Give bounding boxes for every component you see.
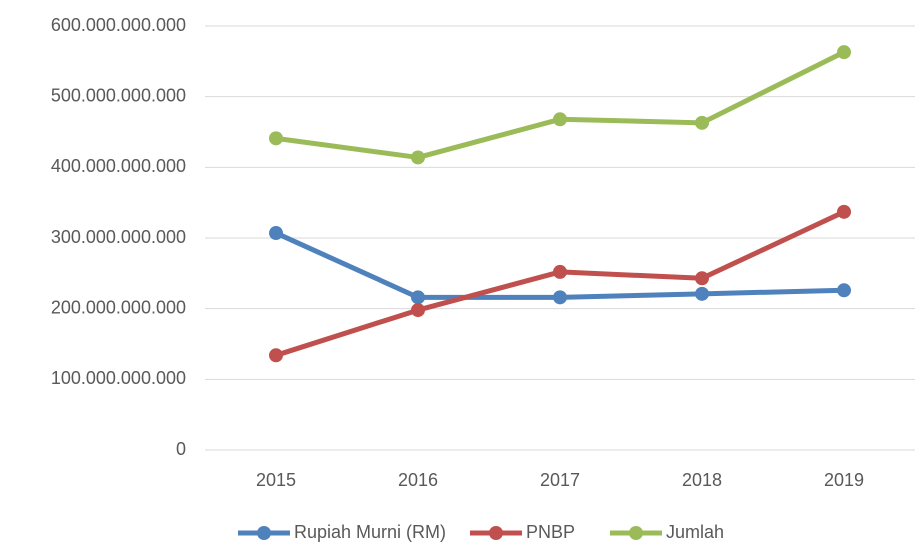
- point-marker: [837, 45, 851, 60]
- point-marker: [269, 131, 283, 146]
- point-marker: [695, 115, 709, 130]
- y-tick-label: 300.000.000.000: [51, 227, 186, 247]
- y-tick-label: 500.000.000.000: [51, 85, 186, 105]
- point-marker: [411, 303, 425, 318]
- point-marker: [553, 290, 567, 305]
- y-tick-label: 400.000.000.000: [51, 156, 186, 176]
- point-marker: [695, 271, 709, 286]
- x-tick-label: 2017: [540, 470, 580, 490]
- y-tick-label: 600.000.000.000: [51, 15, 186, 35]
- point-marker: [837, 283, 851, 298]
- legend-label: Jumlah: [666, 522, 724, 542]
- point-marker: [553, 264, 567, 279]
- point-marker: [553, 112, 567, 127]
- x-tick-label: 2016: [398, 470, 438, 490]
- series-line: [273, 209, 847, 358]
- point-marker: [411, 290, 425, 305]
- x-tick-label: 2019: [824, 470, 864, 490]
- legend-marker: [629, 526, 643, 540]
- point-marker: [695, 286, 709, 301]
- legend-marker: [257, 526, 271, 540]
- series-line: [273, 49, 847, 160]
- point-marker: [837, 204, 851, 219]
- y-tick-label: 100.000.000.000: [51, 368, 186, 388]
- y-tick-label: 200.000.000.000: [51, 297, 186, 317]
- legend-label: Rupiah Murni (RM): [294, 522, 446, 542]
- legend-marker: [489, 526, 503, 540]
- y-tick-label: 0: [176, 439, 186, 459]
- x-tick-label: 2015: [256, 470, 296, 490]
- point-marker: [411, 150, 425, 165]
- x-tick-label: 2018: [682, 470, 722, 490]
- legend-label: PNBP: [526, 522, 575, 542]
- point-marker: [269, 348, 283, 363]
- point-marker: [269, 226, 283, 241]
